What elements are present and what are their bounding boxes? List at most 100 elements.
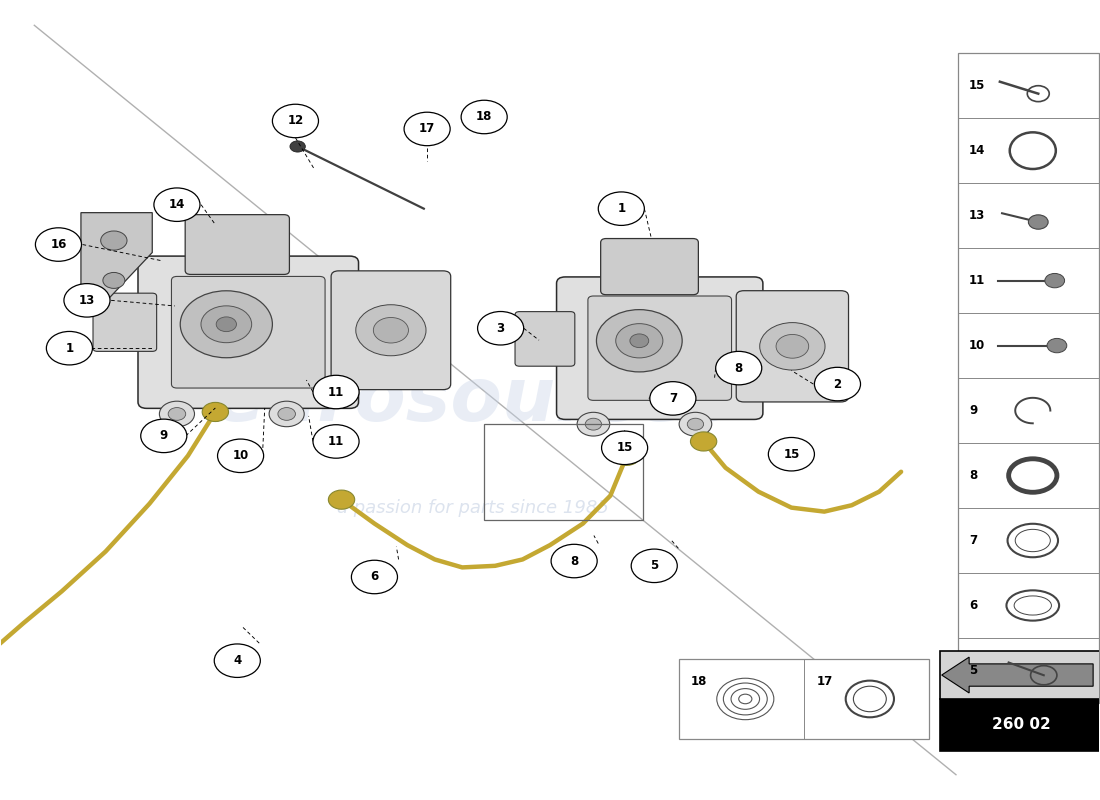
Circle shape <box>688 418 704 430</box>
Circle shape <box>273 104 319 138</box>
Circle shape <box>631 549 678 582</box>
Text: 14: 14 <box>168 198 185 211</box>
Text: 14: 14 <box>969 144 986 157</box>
Circle shape <box>630 334 649 348</box>
Text: 260 02: 260 02 <box>992 718 1052 732</box>
Circle shape <box>578 412 609 436</box>
Circle shape <box>101 231 127 250</box>
Circle shape <box>202 402 229 422</box>
Text: 15: 15 <box>969 79 986 92</box>
Text: 18: 18 <box>691 675 707 688</box>
Text: 15: 15 <box>616 442 632 454</box>
Text: 11: 11 <box>969 274 986 287</box>
Circle shape <box>1047 338 1067 353</box>
Circle shape <box>160 401 195 426</box>
Text: 4: 4 <box>233 654 241 667</box>
Circle shape <box>103 273 124 288</box>
Bar <box>939 651 1100 699</box>
Text: 6: 6 <box>371 570 378 583</box>
Text: 10: 10 <box>232 450 249 462</box>
FancyBboxPatch shape <box>331 271 451 390</box>
Text: 7: 7 <box>669 392 676 405</box>
Circle shape <box>314 425 359 458</box>
Circle shape <box>760 322 825 370</box>
Text: 13: 13 <box>79 294 95 307</box>
Text: 7: 7 <box>969 534 977 547</box>
Circle shape <box>598 192 645 226</box>
Circle shape <box>477 311 524 345</box>
Text: 17: 17 <box>817 675 834 688</box>
Text: 1: 1 <box>65 342 74 354</box>
Text: 11: 11 <box>328 435 344 448</box>
Circle shape <box>776 334 808 358</box>
Circle shape <box>141 419 187 453</box>
Circle shape <box>585 418 602 430</box>
Circle shape <box>154 188 200 222</box>
Circle shape <box>596 310 682 372</box>
Text: 1: 1 <box>617 202 626 215</box>
Circle shape <box>278 407 296 420</box>
Text: 9: 9 <box>969 404 978 417</box>
FancyBboxPatch shape <box>138 256 359 408</box>
Circle shape <box>404 112 450 146</box>
Circle shape <box>270 401 305 426</box>
Circle shape <box>64 284 110 317</box>
Circle shape <box>614 446 640 466</box>
Circle shape <box>35 228 81 262</box>
Text: a passion for parts since 1985: a passion for parts since 1985 <box>338 498 609 517</box>
FancyBboxPatch shape <box>736 290 848 402</box>
Circle shape <box>679 412 712 436</box>
Text: 6: 6 <box>969 599 978 612</box>
Circle shape <box>602 431 648 465</box>
Text: 8: 8 <box>735 362 743 374</box>
Circle shape <box>691 432 717 451</box>
Bar <box>958 54 1099 703</box>
Bar <box>939 699 1100 750</box>
Text: 2: 2 <box>834 378 842 390</box>
Text: 5: 5 <box>969 664 978 677</box>
Circle shape <box>814 367 860 401</box>
Circle shape <box>218 439 264 473</box>
Circle shape <box>355 305 426 356</box>
Text: 17: 17 <box>419 122 436 135</box>
Text: 16: 16 <box>51 238 67 251</box>
Circle shape <box>461 100 507 134</box>
FancyBboxPatch shape <box>601 238 698 294</box>
FancyBboxPatch shape <box>185 214 289 274</box>
Circle shape <box>329 490 354 510</box>
Text: eurosources: eurosources <box>213 363 733 437</box>
Text: 12: 12 <box>287 114 304 127</box>
Text: 8: 8 <box>969 469 978 482</box>
Circle shape <box>551 544 597 578</box>
Circle shape <box>168 407 186 420</box>
Circle shape <box>314 375 359 409</box>
FancyArrow shape <box>942 657 1093 693</box>
Text: 5: 5 <box>650 559 659 572</box>
FancyBboxPatch shape <box>94 293 156 351</box>
FancyBboxPatch shape <box>587 296 732 400</box>
Polygon shape <box>81 213 152 316</box>
Text: 10: 10 <box>969 339 986 352</box>
FancyBboxPatch shape <box>515 312 575 366</box>
Circle shape <box>180 290 273 358</box>
Circle shape <box>373 318 408 343</box>
Circle shape <box>201 306 252 342</box>
Circle shape <box>46 331 92 365</box>
Text: 13: 13 <box>969 209 986 222</box>
Circle shape <box>768 438 814 471</box>
Circle shape <box>217 317 236 332</box>
Circle shape <box>214 644 261 678</box>
Circle shape <box>650 382 696 415</box>
Bar <box>680 659 928 739</box>
Text: 8: 8 <box>570 554 579 567</box>
Text: 15: 15 <box>783 448 800 461</box>
Circle shape <box>1028 215 1048 229</box>
Circle shape <box>1045 274 1065 288</box>
Text: 18: 18 <box>476 110 493 123</box>
Circle shape <box>351 560 397 594</box>
FancyBboxPatch shape <box>557 277 763 419</box>
Text: 9: 9 <box>160 430 168 442</box>
Circle shape <box>616 324 663 358</box>
Text: 3: 3 <box>496 322 505 334</box>
Circle shape <box>716 351 762 385</box>
